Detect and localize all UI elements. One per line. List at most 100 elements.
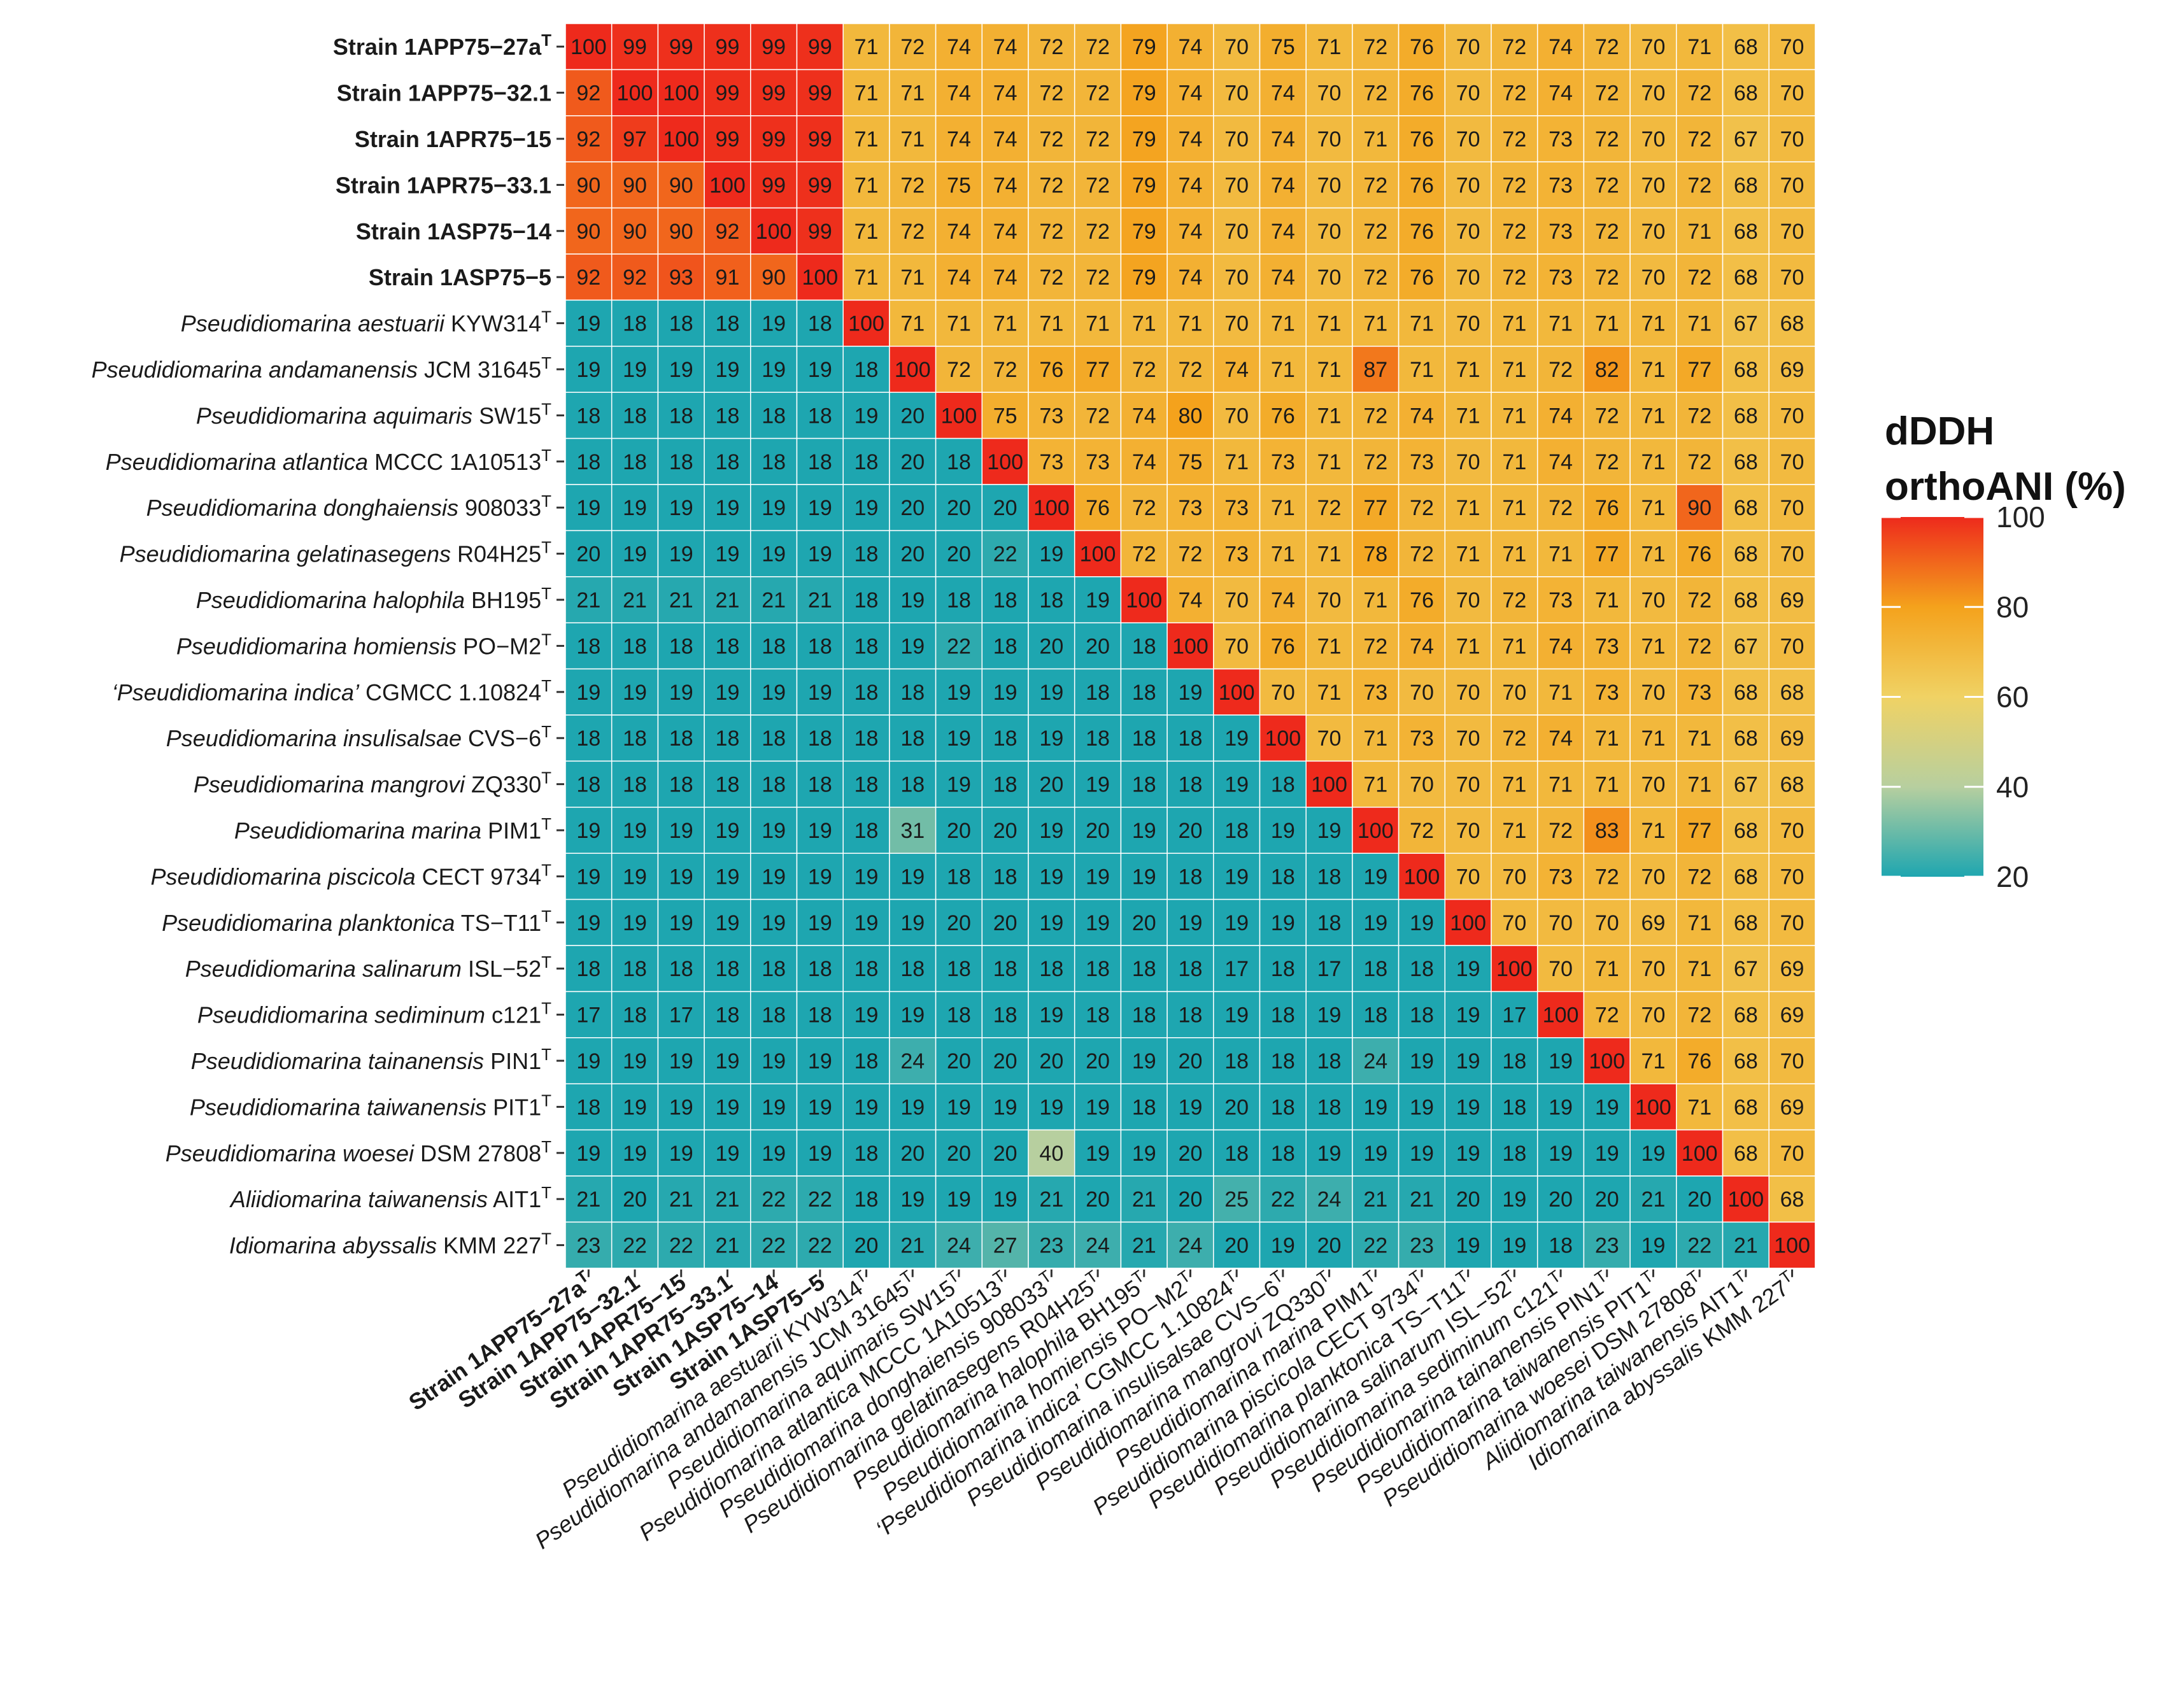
cell-value: 18 — [1317, 911, 1342, 935]
row-label: Pseudidiomarina gelatinasegens R04H25T — [120, 538, 551, 567]
cell-value: 71 — [1687, 726, 1712, 751]
cell-value: 18 — [1132, 726, 1156, 751]
cell-value: 20 — [900, 1142, 925, 1166]
cell-value: 73 — [1549, 588, 1573, 613]
cell-value: 71 — [900, 127, 925, 152]
cell-value: 71 — [1502, 634, 1526, 658]
cell-value: 18 — [576, 634, 600, 658]
cell-value: 71 — [854, 35, 879, 59]
cell-value: 19 — [669, 681, 693, 705]
cell-value: 19 — [762, 1095, 786, 1119]
cell-value: 19 — [762, 312, 786, 336]
cell-value: 74 — [1179, 35, 1203, 59]
cell-value: 17 — [1502, 1003, 1526, 1028]
cell-value: 72 — [900, 35, 925, 59]
cell-value: 19 — [854, 404, 879, 428]
cell-value: 19 — [808, 1095, 832, 1119]
cell-value: 67 — [1734, 312, 1758, 336]
cell-value: 74 — [993, 173, 1018, 197]
cell-value: 18 — [900, 957, 925, 981]
cell-value: 23 — [1595, 1234, 1619, 1258]
cell-value: 100 — [1404, 865, 1440, 889]
column-labels: Strain 1APP75−27aTStrain 1APP75−32.1Stra… — [402, 1266, 1802, 1554]
cell-value: 18 — [716, 957, 740, 981]
cell-value: 99 — [808, 81, 832, 106]
cell-value: 20 — [900, 450, 925, 474]
cell-value: 100 — [617, 81, 653, 106]
cell-value: 70 — [1271, 681, 1295, 705]
cell-value: 21 — [669, 588, 693, 613]
cell-value: 76 — [1086, 496, 1110, 520]
cell-value: 72 — [1363, 450, 1387, 474]
cell-value: 74 — [993, 220, 1018, 244]
cell-value: 20 — [947, 496, 971, 520]
row-label: Pseudidiomarina atlantica MCCC 1A10513T — [106, 446, 551, 475]
cell-value: 19 — [1224, 726, 1249, 751]
cell-value: 73 — [1410, 726, 1434, 751]
cell-value: 75 — [1271, 35, 1295, 59]
cell-value: 18 — [900, 726, 925, 751]
cell-value: 74 — [993, 266, 1018, 290]
cell-value: 70 — [1780, 450, 1805, 474]
cell-value: 71 — [1595, 726, 1619, 751]
cell-value: 71 — [1363, 312, 1387, 336]
cell-value: 18 — [1363, 1003, 1387, 1028]
cell-value: 100 — [895, 358, 931, 382]
cell-value: 19 — [900, 588, 925, 613]
cell-value: 19 — [762, 358, 786, 382]
cell-value: 19 — [1456, 1234, 1480, 1258]
cell-value: 74 — [1410, 634, 1434, 658]
cell-value: 71 — [854, 266, 879, 290]
cell-value: 71 — [1642, 819, 1666, 843]
cell-value: 74 — [1179, 81, 1203, 106]
cell-value: 72 — [1363, 220, 1387, 244]
cell-value: 75 — [947, 173, 971, 197]
cell-value: 18 — [716, 312, 740, 336]
cell-value: 18 — [808, 450, 832, 474]
cell-value: 74 — [1549, 450, 1573, 474]
cell-value: 71 — [1687, 1095, 1712, 1119]
cell-value: 71 — [1642, 1049, 1666, 1073]
cell-value: 70 — [1780, 542, 1805, 567]
cell-value: 72 — [1687, 450, 1712, 474]
cell-value: 18 — [993, 865, 1018, 889]
cell-value: 68 — [1734, 404, 1758, 428]
cell-value: 18 — [669, 773, 693, 797]
cell-value: 19 — [576, 819, 600, 843]
cell-value: 69 — [1780, 957, 1805, 981]
cell-value: 71 — [900, 312, 925, 336]
cell-value: 18 — [669, 312, 693, 336]
cell-value: 75 — [1179, 450, 1203, 474]
cell-value: 90 — [623, 220, 647, 244]
cell-value: 72 — [1549, 358, 1573, 382]
cell-value: 18 — [808, 1003, 832, 1028]
cell-value: 71 — [1456, 496, 1480, 520]
cell-value: 19 — [762, 681, 786, 705]
cell-value: 19 — [623, 819, 647, 843]
cell-value: 71 — [1642, 634, 1666, 658]
cell-value: 18 — [993, 726, 1018, 751]
cell-value: 19 — [1317, 819, 1342, 843]
cell-value: 76 — [1410, 127, 1434, 152]
cell-value: 18 — [993, 957, 1018, 981]
cell-value: 67 — [1734, 957, 1758, 981]
cell-value: 70 — [1780, 35, 1805, 59]
cell-value: 70 — [1642, 266, 1666, 290]
cell-value: 73 — [1549, 127, 1573, 152]
cell-value: 18 — [1179, 865, 1203, 889]
cell-value: 22 — [762, 1187, 786, 1212]
cell-value: 18 — [1086, 1003, 1110, 1028]
cell-value: 71 — [1271, 312, 1295, 336]
cell-value: 74 — [1271, 81, 1295, 106]
cell-value: 74 — [1179, 127, 1203, 152]
cell-value: 69 — [1780, 358, 1805, 382]
cell-value: 71 — [1363, 588, 1387, 613]
cell-value: 20 — [1179, 819, 1203, 843]
cell-value: 19 — [854, 1003, 879, 1028]
cell-value: 20 — [900, 542, 925, 567]
cell-value: 74 — [1179, 266, 1203, 290]
cell-value: 19 — [947, 773, 971, 797]
cell-value: 70 — [1642, 957, 1666, 981]
row-label: Strain 1ASP75−14 — [356, 218, 551, 244]
cell-value: 76 — [1271, 634, 1295, 658]
